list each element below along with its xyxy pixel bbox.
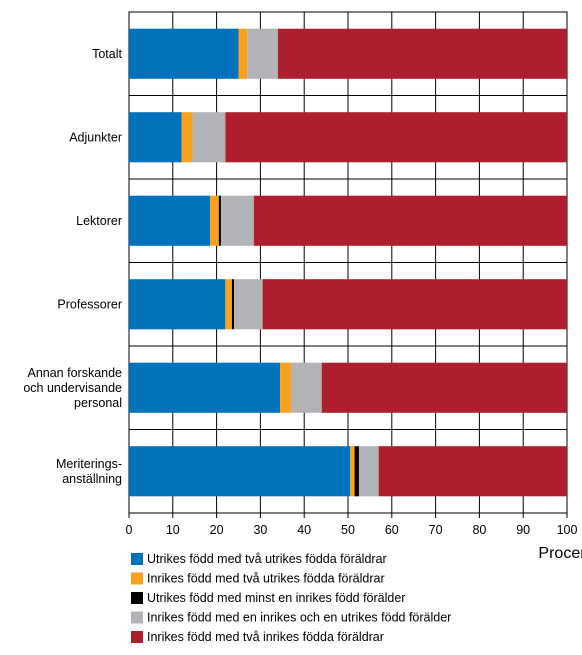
- category-label: Annan forskande och undervisande personal: [23, 366, 122, 410]
- x-tick-label: 30: [253, 523, 267, 537]
- x-tick-label: 0: [126, 523, 133, 537]
- bar-segment: [253, 195, 567, 246]
- x-tick-label: 100: [557, 523, 578, 537]
- bar-segment: [129, 195, 211, 246]
- category-label: Meriterings-anställning: [56, 457, 122, 486]
- legend-swatch: [131, 611, 143, 624]
- bar-segment: [378, 446, 567, 497]
- x-tick-labels: 0 10 20 30 40 50 60 70 80 90 100: [126, 513, 578, 537]
- bar-segment: [350, 446, 355, 497]
- bar-segment: [321, 362, 567, 413]
- bar-segment: [181, 112, 193, 163]
- bars: [129, 28, 568, 497]
- bar-segment: [247, 28, 278, 79]
- legend-swatch: [131, 631, 143, 643]
- x-tick-label: 10: [166, 523, 180, 537]
- category-labels: Totalt Adjunkter Lektorer Professorer Annan …: [23, 47, 122, 486]
- legend-label: Utrikes född med minst en inrikes född f…: [147, 591, 405, 605]
- legend-swatch: [131, 592, 143, 604]
- bar-segment: [129, 28, 239, 79]
- legend-swatch: [131, 572, 143, 585]
- legend: Utrikes född med två utrikes födda föräl…: [131, 552, 451, 644]
- bar-segment: [129, 362, 281, 413]
- x-axis-title: Procent: [538, 545, 582, 562]
- bar-segment: [225, 112, 568, 163]
- x-tick-label: 90: [516, 523, 530, 537]
- legend-label: Inrikes född med två inrikes födda föräl…: [147, 630, 384, 644]
- bar-segment: [129, 279, 226, 330]
- bar-segment: [218, 195, 221, 246]
- x-tick-label: 20: [210, 523, 224, 537]
- category-label: Lektorer: [76, 214, 122, 228]
- bar-segment: [231, 279, 235, 330]
- category-label: Adjunkter: [69, 130, 122, 144]
- bar-segment: [277, 28, 567, 79]
- bar-segment: [354, 446, 359, 497]
- legend-label: Utrikes född med två utrikes födda föräl…: [147, 552, 387, 566]
- bar-segment: [280, 362, 292, 413]
- category-label: Professorer: [57, 297, 122, 311]
- bar-segment: [291, 362, 322, 413]
- bar-segment: [192, 112, 226, 163]
- bar-segment: [358, 446, 379, 497]
- x-tick-label: 70: [429, 523, 443, 537]
- grid-lines: [128, 11, 568, 514]
- x-tick-label: 50: [341, 523, 355, 537]
- bar-segment: [262, 279, 567, 330]
- bar-segment: [225, 279, 232, 330]
- bar-segment: [234, 279, 263, 330]
- bar-segment: [238, 28, 248, 79]
- legend-label: Inrikes född med en inrikes och en utrik…: [147, 611, 451, 625]
- bar-segment: [220, 195, 254, 246]
- bar-segment: [210, 195, 219, 246]
- x-tick-label: 60: [385, 523, 399, 537]
- bar-segment: [129, 446, 351, 497]
- legend-label: Inrikes född med två utrikes födda föräl…: [147, 572, 385, 586]
- x-tick-label: 80: [472, 523, 486, 537]
- bar-segment: [129, 112, 182, 163]
- category-label: Totalt: [92, 47, 122, 61]
- legend-swatch: [131, 553, 143, 565]
- x-tick-label: 40: [297, 523, 311, 537]
